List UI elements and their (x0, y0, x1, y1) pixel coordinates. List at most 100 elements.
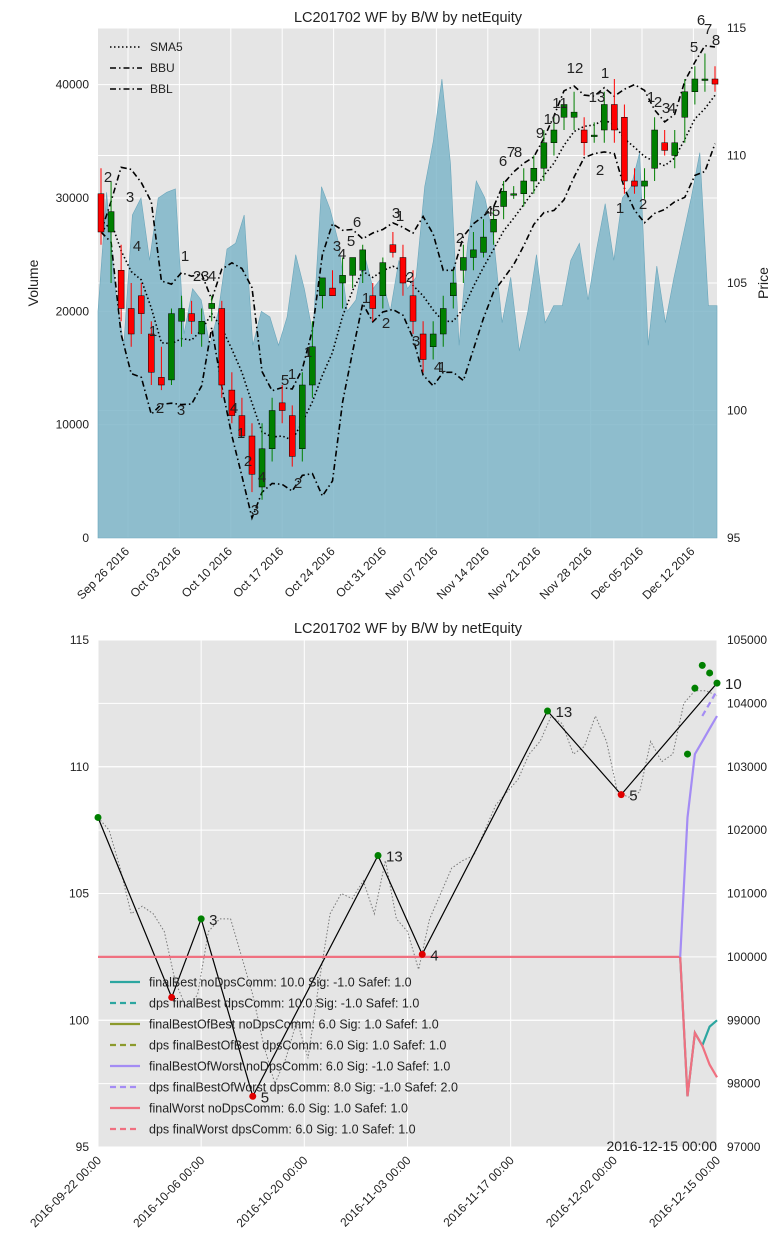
y-axis-left-label: Volume (25, 259, 41, 306)
candle-body (631, 180, 638, 187)
signal-point (706, 669, 714, 677)
candle (510, 186, 517, 199)
legend-label: finalBest noDpsComm: 10.0 Sig: -1.0 Safe… (149, 976, 412, 990)
y-tick-label-left: 95 (76, 1140, 90, 1154)
candle (309, 321, 316, 398)
x-tick-label: Nov 14 2016 (434, 544, 492, 602)
candle-body (691, 78, 699, 92)
candle-body (107, 211, 115, 233)
legend-label: dps finalBestOfWorst dpsComm: 8.0 Sig: -… (149, 1081, 458, 1095)
candle-body (148, 333, 155, 373)
candle (208, 295, 215, 322)
candle (258, 423, 266, 500)
legend-label-bbu: BBU (150, 61, 175, 75)
candle-body (278, 402, 286, 411)
candle-annotation: 2 (193, 268, 201, 285)
candle-annotation: 1 (288, 366, 296, 383)
signal-point (698, 661, 706, 669)
candle (460, 244, 467, 283)
candle-annotation: 6 (697, 12, 705, 29)
zigzag-point (197, 915, 205, 923)
legend-label-sma5: SMA5 (150, 40, 183, 54)
candle (580, 117, 588, 156)
candle-body (349, 257, 356, 276)
candle-annotation: 2 (382, 315, 390, 332)
zigzag-point (168, 993, 176, 1001)
candle-annotation: 4 (338, 246, 346, 263)
candle-body (460, 257, 467, 271)
candle-body (309, 346, 316, 386)
candle-annotation: 7 (704, 21, 712, 38)
zigzag-label: 4 (430, 947, 438, 964)
candle-body (399, 257, 407, 284)
candle-body (238, 415, 246, 437)
bbl-line (100, 143, 716, 521)
candle-body (641, 180, 648, 187)
candle-annotation: 3 (177, 402, 185, 419)
candle (379, 257, 387, 309)
candle-annotation: 3 (392, 205, 400, 222)
candle-annotation: 1 (438, 359, 446, 376)
candle-body (419, 333, 427, 360)
x-tick-label: Nov 21 2016 (485, 544, 543, 602)
candle-body (409, 295, 417, 322)
candle-body (671, 142, 678, 156)
candle (661, 130, 668, 156)
candle-annotation: 2 (456, 230, 464, 247)
x-tick-label: Oct 31 2016 (333, 544, 389, 600)
x-tick-label: Nov 28 2016 (537, 544, 595, 602)
candle-body (701, 78, 709, 81)
candle (238, 397, 246, 437)
candle-annotation: 10 (544, 111, 561, 128)
candle-body (611, 104, 618, 131)
candle (611, 79, 618, 143)
x-tick-label: 2016-12-15 00:00 (646, 1153, 723, 1230)
candle-body (450, 282, 457, 296)
candle (429, 321, 437, 360)
candle-body (379, 262, 387, 297)
zigzag-label: 5 (629, 788, 637, 805)
x-tick-label: Oct 10 2016 (179, 544, 235, 600)
dps-finalBestOfWorst-line (701, 690, 718, 717)
candle-body (288, 415, 296, 457)
candle-body (319, 277, 326, 296)
y-tick-label-right: 103000 (727, 760, 767, 774)
y-tick-label-left: 10000 (56, 418, 90, 432)
candle-body (540, 142, 548, 169)
candle-annotation: 1 (149, 323, 157, 340)
signal-point (691, 684, 699, 692)
candle-annotation: 13 (589, 89, 606, 106)
y-tick-label-left: 0 (82, 531, 89, 545)
candle-annotation: 4 (208, 268, 216, 285)
y-tick-label-right: 97000 (727, 1140, 761, 1154)
candle-body (429, 333, 437, 347)
candle-annotation: 4 (668, 100, 676, 117)
y-tick-label-left: 105 (69, 887, 89, 901)
candle-annotation: 2 (406, 269, 414, 286)
x-tick-label: 2016-12-02 00:00 (543, 1153, 620, 1230)
zigzag-label: 13 (386, 848, 403, 865)
candle-body (258, 448, 266, 488)
y-tick-label-left: 20000 (56, 304, 90, 318)
zigzag-point (249, 1092, 257, 1100)
candle (590, 122, 598, 143)
bbu-line (100, 44, 716, 392)
candle-body (268, 410, 276, 449)
candle-annotation: 5 (492, 203, 500, 220)
candle (520, 168, 528, 207)
candle (148, 321, 155, 385)
y-tick-label-right: 101000 (727, 887, 767, 901)
candle (641, 168, 648, 199)
candle-body (339, 275, 346, 284)
candle-body (127, 308, 135, 335)
candle (198, 308, 205, 347)
zigzag-label: 13 (556, 704, 573, 721)
candle-annotation: 8 (514, 144, 522, 161)
candle (560, 104, 568, 130)
candle (389, 232, 397, 258)
y-tick-label-right: 104000 (727, 696, 767, 710)
candle-body (711, 78, 719, 85)
candle-body (188, 313, 195, 322)
chart-title-2: LC201702 WF by B/W by netEquity (294, 621, 523, 637)
candle-annotation: 4 (230, 400, 238, 417)
